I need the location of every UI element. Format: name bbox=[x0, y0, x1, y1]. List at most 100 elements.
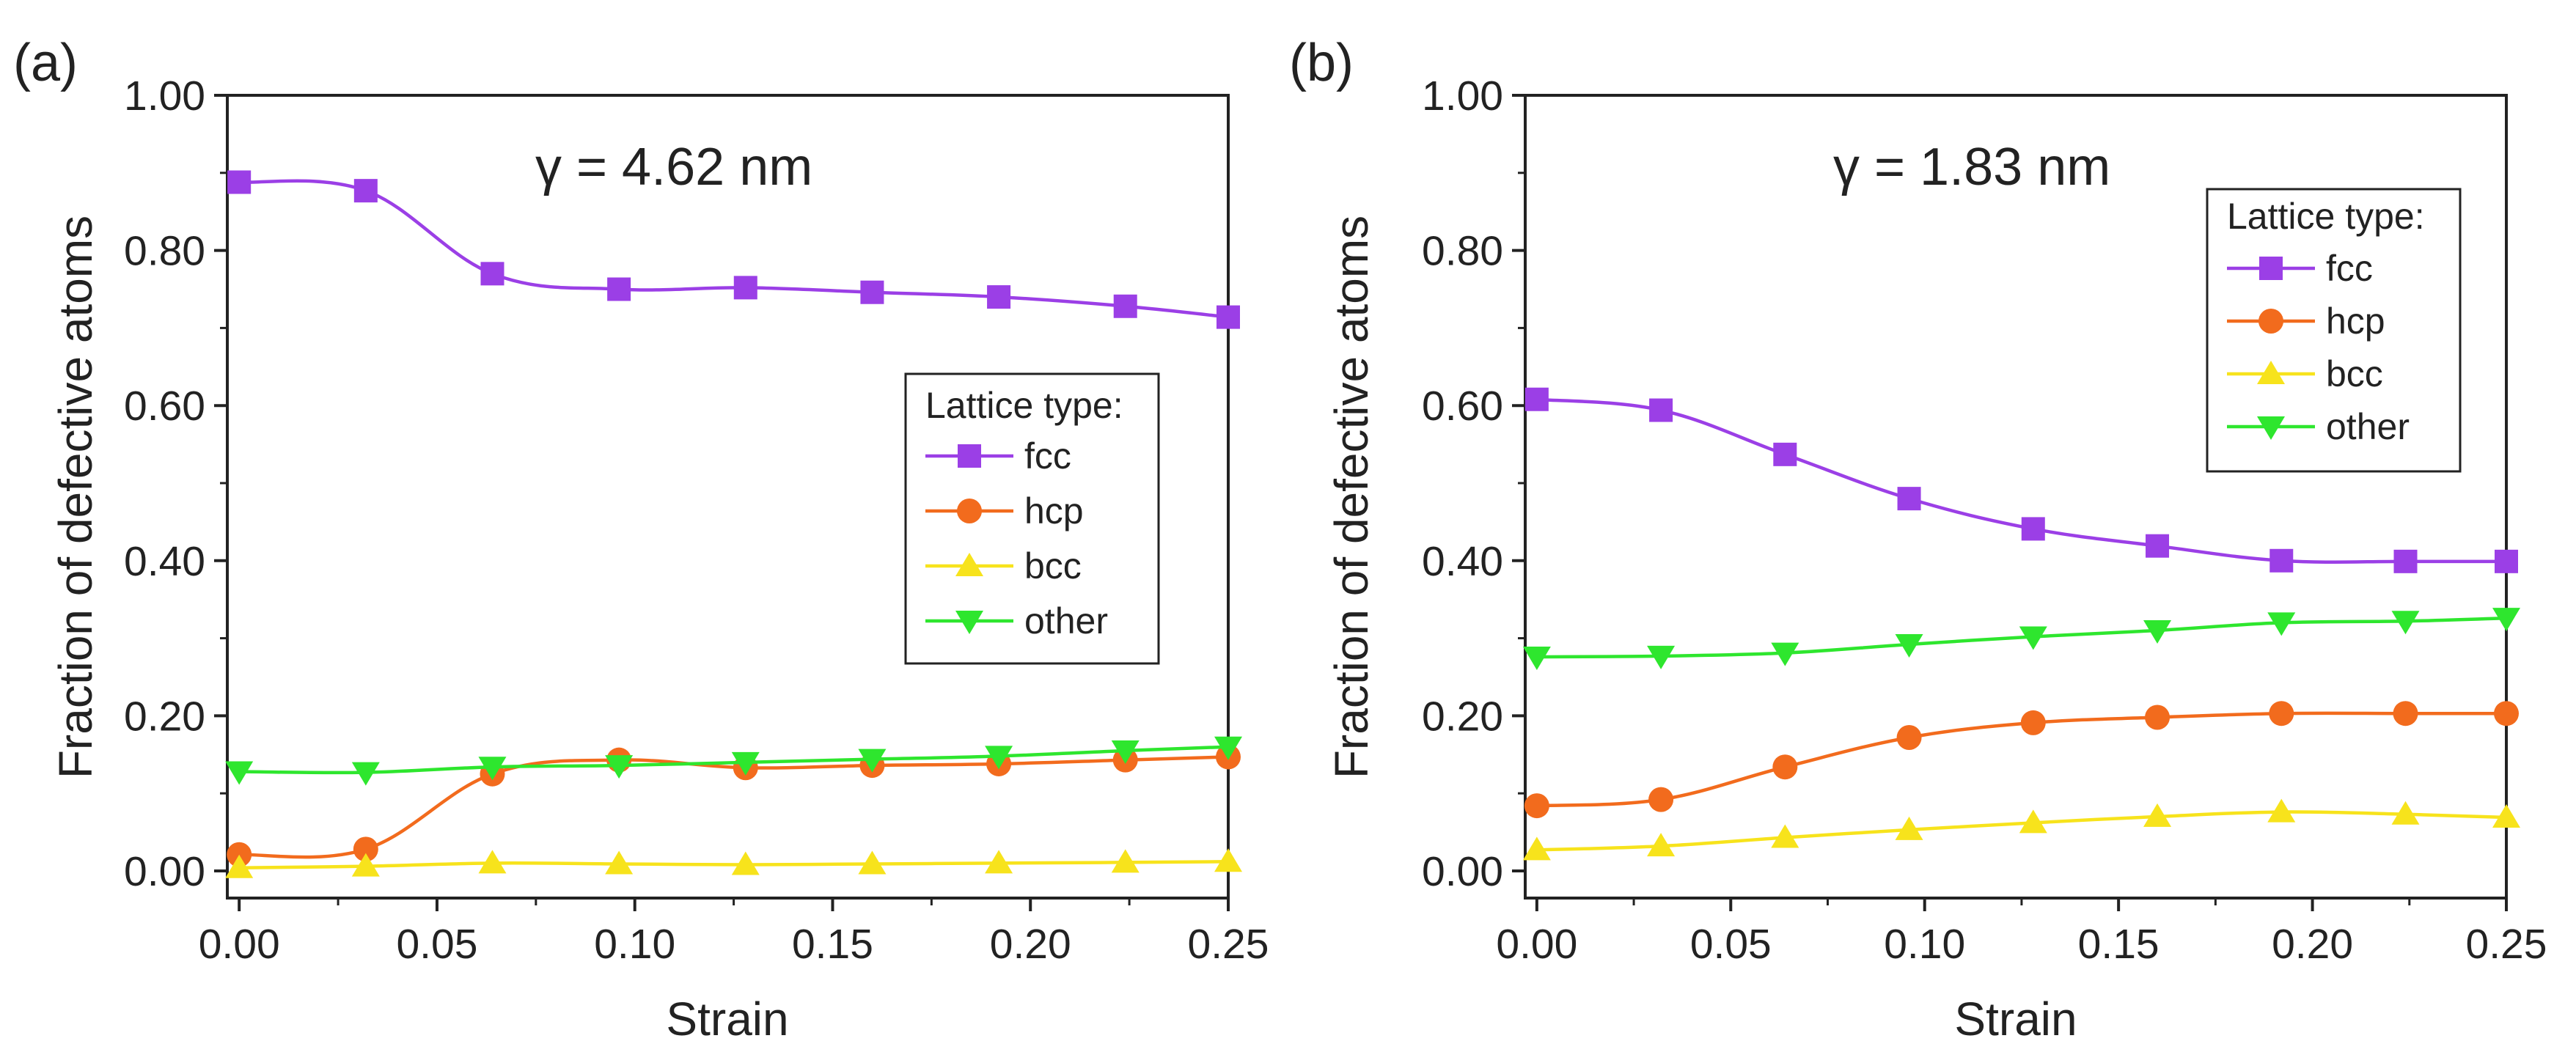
data-point-hcp bbox=[1648, 787, 1674, 812]
data-point-fcc bbox=[860, 280, 884, 304]
x-tick-label: 0.25 bbox=[1188, 921, 1269, 968]
data-point-other bbox=[1214, 736, 1242, 760]
data-point-fcc bbox=[2393, 549, 2418, 573]
y-tick-label: 0.20 bbox=[124, 693, 205, 740]
panel-a-legend: Lattice type: fcc hcp bcc other bbox=[904, 372, 1160, 665]
data-point-other bbox=[225, 761, 254, 785]
data-point-other bbox=[858, 748, 887, 773]
panel-b-x-axis-title: Strain bbox=[1954, 993, 2077, 1045]
data-point-hcp bbox=[2269, 701, 2294, 727]
y-tick-label: 0.00 bbox=[1422, 848, 1503, 895]
data-point-other bbox=[1895, 634, 1923, 658]
series-line-bcc bbox=[239, 860, 1229, 869]
data-point-bcc bbox=[225, 854, 254, 878]
data-point-bcc bbox=[1771, 824, 1799, 848]
panel-a-y-ticks: 0.00 0.20 0.40 0.60 0.80 1.00 bbox=[124, 73, 227, 895]
panel-b-x-ticks: 0.00 0.05 0.10 0.15 0.20 0.25 bbox=[1496, 898, 2547, 968]
y-tick-label: 0.40 bbox=[1422, 538, 1503, 585]
panel-b-label: (b) bbox=[1289, 34, 1354, 92]
legend-marker-hcp bbox=[957, 499, 982, 523]
panel-a-label: (a) bbox=[13, 34, 78, 92]
panel-b-legend-title: Lattice type: bbox=[2227, 196, 2425, 237]
data-point-hcp bbox=[2494, 701, 2519, 727]
data-point-hcp bbox=[2145, 705, 2170, 730]
data-point-other bbox=[2143, 620, 2172, 644]
data-point-bcc bbox=[1647, 833, 1676, 857]
data-point-fcc bbox=[227, 170, 252, 194]
data-point-other bbox=[731, 751, 760, 776]
panel-b-y-axis-title: Fraction of defective atoms bbox=[1325, 216, 1378, 779]
data-point-hcp bbox=[353, 836, 378, 862]
y-tick-label: 0.20 bbox=[1422, 693, 1503, 740]
legend-marker-bcc bbox=[955, 553, 983, 576]
data-point-other bbox=[1647, 645, 1676, 669]
data-point-bcc bbox=[731, 851, 760, 875]
legend-label-fcc: fcc bbox=[2326, 248, 2373, 289]
data-point-hcp bbox=[2020, 710, 2046, 735]
data-point-fcc bbox=[2269, 548, 2294, 573]
data-point-other bbox=[2492, 608, 2520, 632]
data-point-fcc bbox=[2021, 517, 2045, 541]
panel-b-legend-box bbox=[2206, 188, 2462, 473]
x-tick-label: 0.00 bbox=[1496, 921, 1577, 968]
panel-a-gamma-annotation: γ = 4.62 nm bbox=[535, 138, 812, 196]
panel-a-y-axis-title: Fraction of defective atoms bbox=[49, 216, 102, 779]
y-tick-label: 0.80 bbox=[1422, 228, 1503, 275]
legend-label-other: other bbox=[1024, 600, 1108, 641]
data-point-other bbox=[2267, 612, 2296, 636]
data-point-fcc bbox=[733, 276, 757, 300]
series-line-fcc bbox=[239, 179, 1229, 319]
data-point-bcc bbox=[985, 850, 1013, 874]
data-point-bcc bbox=[1111, 849, 1140, 873]
y-tick-label: 0.80 bbox=[124, 228, 205, 275]
data-point-other bbox=[478, 757, 507, 781]
data-point-bcc bbox=[2391, 801, 2420, 825]
data-point-bcc bbox=[478, 850, 507, 874]
y-tick-label: 0.60 bbox=[124, 383, 205, 430]
x-tick-label: 0.05 bbox=[396, 921, 477, 968]
data-point-fcc bbox=[2495, 549, 2518, 573]
data-point-fcc bbox=[607, 277, 631, 301]
data-point-hcp bbox=[1772, 754, 1798, 780]
data-point-bcc bbox=[351, 853, 380, 877]
data-point-bcc bbox=[2492, 803, 2520, 828]
panel-b-chart: (b) 0.00 0.05 0.10 0.15 0.20 0.25 0.00 0.20 0.4… bbox=[1289, 34, 2547, 1045]
x-tick-label: 0.15 bbox=[792, 921, 873, 968]
panel-a-legend-entries: fcc hcp bcc other bbox=[925, 435, 1108, 641]
panel-a-plot-frame bbox=[226, 94, 1230, 900]
data-point-hcp bbox=[1896, 725, 1922, 750]
x-tick-label: 0.20 bbox=[2272, 921, 2353, 968]
data-point-hcp bbox=[2393, 701, 2418, 727]
data-point-hcp bbox=[1524, 793, 1549, 819]
legend-marker-fcc bbox=[2259, 257, 2283, 280]
data-point-other bbox=[985, 746, 1013, 770]
data-point-other bbox=[2391, 611, 2420, 635]
data-point-bcc bbox=[605, 850, 634, 875]
data-point-other bbox=[605, 755, 634, 779]
panel-a-chart: (a) 0.00 0.05 0.10 0.15 0.20 0.25 0.00 0.20 0.4… bbox=[13, 34, 1269, 1045]
y-tick-label: 1.00 bbox=[124, 73, 205, 119]
legend-marker-hcp bbox=[2258, 309, 2283, 334]
data-point-bcc bbox=[1895, 816, 1923, 840]
x-tick-label: 0.00 bbox=[199, 921, 280, 968]
series-line-other bbox=[1536, 616, 2507, 659]
panel-b-legend: Lattice type: fcc hcp bcc other bbox=[2206, 188, 2462, 473]
data-point-fcc bbox=[1897, 487, 1921, 511]
x-tick-label: 0.20 bbox=[990, 921, 1071, 968]
legend-label-bcc: bcc bbox=[1024, 545, 1082, 586]
data-point-other bbox=[351, 762, 380, 786]
panel-b-series bbox=[1522, 387, 2520, 861]
data-point-fcc bbox=[480, 262, 504, 286]
data-point-other bbox=[1111, 740, 1140, 764]
data-point-bcc bbox=[1522, 836, 1551, 861]
legend-marker-bcc bbox=[2257, 361, 2285, 384]
panel-b-plot-frame bbox=[1524, 94, 2508, 900]
y-tick-label: 0.40 bbox=[124, 538, 205, 585]
data-point-fcc bbox=[1524, 387, 1549, 411]
panel-a-legend-box bbox=[904, 372, 1160, 665]
y-tick-label: 0.00 bbox=[124, 848, 205, 895]
legend-marker-fcc bbox=[958, 444, 981, 468]
data-point-fcc bbox=[1649, 398, 1673, 422]
data-point-other bbox=[1522, 646, 1551, 670]
